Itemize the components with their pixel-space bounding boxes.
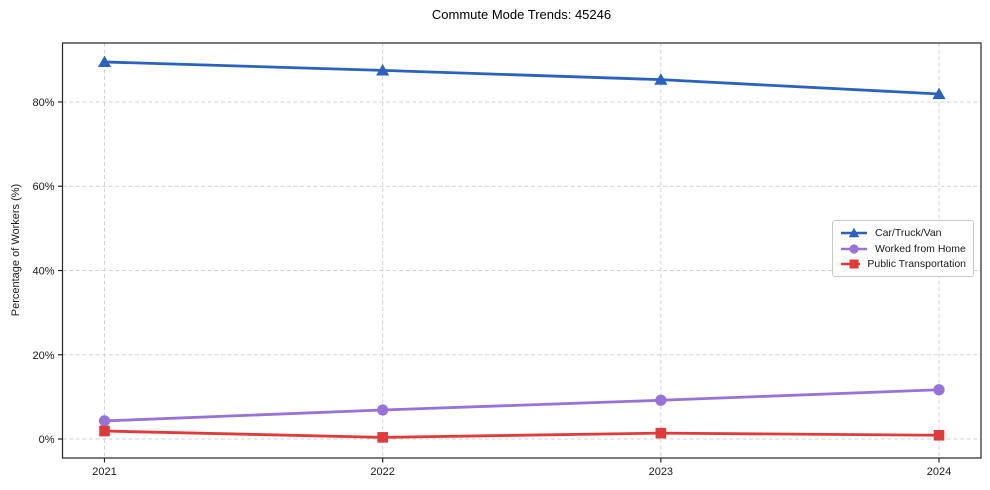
data-point-circle: [933, 384, 945, 396]
y-tick-label: 80%: [32, 97, 54, 109]
series-line: [104, 429, 940, 439]
legend-label: Public Transportation: [867, 258, 966, 271]
x-tick-label: 2022: [370, 466, 394, 478]
data-point-triangle: [932, 87, 946, 100]
legend-item: Public Transportation: [840, 256, 966, 272]
legend-item: Worked from Home: [840, 241, 966, 257]
data-point-circle: [98, 415, 111, 427]
plot-border: [61, 42, 982, 459]
y-tick-label: 20%: [32, 350, 54, 362]
x-tick-label: 2024: [927, 466, 951, 478]
chart-title: Commute Mode Trends: 45246: [431, 7, 612, 22]
legend-item: Car/Truck/Van: [840, 225, 966, 241]
y-tick-label: 60%: [32, 181, 54, 193]
y-tick-label: 40%: [32, 266, 54, 278]
data-point-triangle: [654, 73, 668, 85]
data-point-circle: [377, 404, 389, 416]
data-point-square: [655, 427, 667, 439]
series-line: [104, 388, 940, 423]
data-point-square: [933, 429, 945, 441]
data-point-square: [377, 432, 388, 443]
data-point-square: [99, 425, 110, 437]
legend-label: Car/Truck/Van: [875, 226, 942, 239]
x-tick-label: 2023: [649, 466, 673, 478]
data-point-triangle: [376, 64, 390, 76]
series-line: [104, 60, 940, 96]
legend-label: Worked from Home: [875, 242, 966, 255]
legend-swatch-triangle-icon: [841, 227, 867, 238]
legend-swatch-circle-icon: [841, 243, 867, 254]
data-point-triangle: [97, 55, 112, 68]
legend-swatch-square-icon: [841, 259, 861, 269]
y-tick-label: 0%: [39, 434, 55, 446]
x-tick-label: 2021: [92, 466, 116, 478]
legend: Car/Truck/Van Worked from Home Public Tran…: [832, 220, 974, 277]
data-point-circle: [655, 394, 667, 406]
